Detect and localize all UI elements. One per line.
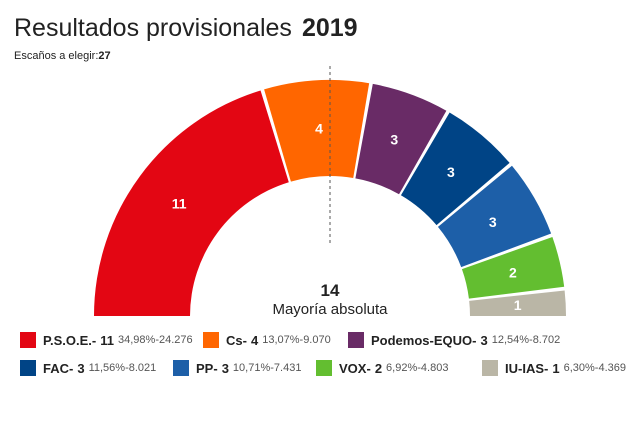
legend-separator: - xyxy=(242,332,247,348)
legend-percent: 34,98% xyxy=(118,334,156,346)
legend-item: FAC - 3 11,56% - 8.021 xyxy=(20,358,156,378)
legend-percent: 6,92% xyxy=(386,362,418,374)
segment-seats-label: 4 xyxy=(315,120,323,136)
segment-seats-label: 3 xyxy=(489,214,497,230)
legend-votes: 4.369 xyxy=(598,362,626,374)
legend-votes-separator: - xyxy=(270,362,274,374)
legend-swatch xyxy=(203,332,219,348)
hemicycle-segments xyxy=(94,80,566,317)
legend-percent: 6,30% xyxy=(563,362,595,374)
legend-item: Cs - 4 13,07% - 9.070 xyxy=(203,330,331,350)
legend-separator: - xyxy=(472,332,477,348)
segment-seats-label: 11 xyxy=(172,196,187,212)
legend-votes-separator: - xyxy=(125,362,129,374)
legend-votes: 8.702 xyxy=(532,334,561,346)
legend-votes-separator: - xyxy=(155,334,159,346)
legend-seats: 11 xyxy=(100,332,114,348)
segment-cs xyxy=(264,80,370,182)
legend-votes: 7.431 xyxy=(273,362,302,374)
legend-seats: 1 xyxy=(552,360,560,376)
legend-item: IU-IAS - 1 6,30% - 4.369 xyxy=(482,358,626,378)
legend-swatch xyxy=(20,360,36,376)
legend-party-name: P.S.O.E. xyxy=(43,332,92,348)
legend-votes-separator: - xyxy=(299,334,304,346)
legend-seats: 3 xyxy=(77,360,85,376)
segment-fac xyxy=(400,112,510,226)
legend-party-name: IU-IAS xyxy=(505,360,544,376)
legend-votes-separator: - xyxy=(529,334,533,346)
segment-iu-ias xyxy=(469,290,566,316)
legend: P.S.O.E. - 11 34,98% - 24.276 Cs - 4 13,07% - 9… xyxy=(20,330,635,386)
seats-total: 27 xyxy=(98,50,111,62)
legend-item: PP - 3 10,71% - 7.431 xyxy=(173,358,301,378)
legend-swatch xyxy=(316,360,332,376)
legend-seats: 3 xyxy=(221,360,229,376)
legend-seats: 3 xyxy=(480,332,488,348)
legend-party-name: FAC xyxy=(43,360,69,376)
legend-party-name: VOX xyxy=(339,360,367,376)
legend-swatch xyxy=(173,360,189,376)
legend-party-name: PP xyxy=(196,360,214,376)
segment-seats-label: 3 xyxy=(447,164,455,180)
legend-item: P.S.O.E. - 11 34,98% - 24.276 xyxy=(20,330,193,350)
segment-p-s-o-e xyxy=(94,90,289,317)
segment-seats-label: 3 xyxy=(390,131,398,147)
legend-votes: 24.276 xyxy=(158,334,193,346)
majority-label: Mayoría absoluta xyxy=(272,301,388,318)
legend-votes-separator: - xyxy=(417,362,421,374)
segment-labels: 11 4 3 3 3 2 1 xyxy=(172,120,522,313)
legend-separator: - xyxy=(69,360,74,376)
segment-podemos-equo xyxy=(355,83,447,195)
legend-votes: 8.021 xyxy=(128,362,157,374)
legend-row: FAC - 3 11,56% - 8.021 PP - 3 10,71% - 7.431 VOX… xyxy=(20,358,635,386)
majority-value: 14 xyxy=(320,281,340,300)
legend-percent: 10,71% xyxy=(232,362,271,374)
legend-separator: - xyxy=(213,360,218,376)
legend-item: VOX - 2 6,92% - 4.803 xyxy=(316,358,448,378)
legend-item: Podemos-EQUO - 3 12,54% - 8.702 xyxy=(348,330,560,350)
legend-percent: 11,56% xyxy=(88,362,126,374)
legend-seats: 2 xyxy=(374,360,383,376)
legend-votes: 4.803 xyxy=(420,362,449,374)
segment-vox xyxy=(461,237,565,299)
legend-separator: - xyxy=(544,360,549,376)
segment-seats-label: 1 xyxy=(514,297,522,313)
legend-swatch xyxy=(20,332,36,348)
legend-percent: 12,54% xyxy=(491,334,530,346)
seats-to-elect: Escaños a elegir:27 xyxy=(14,50,111,62)
hemicycle-chart: 11 4 3 3 3 2 1 xyxy=(94,66,566,317)
title-year: 2019 xyxy=(301,14,358,42)
legend-votes-separator: - xyxy=(594,362,599,374)
seats-label: Escaños a elegir: xyxy=(14,50,99,62)
legend-percent: 13,07% xyxy=(262,334,300,346)
legend-party-name: Cs xyxy=(226,332,243,348)
legend-swatch xyxy=(482,360,498,376)
legend-separator: - xyxy=(366,360,371,376)
legend-seats: 4 xyxy=(250,332,259,348)
legend-votes: 9.070 xyxy=(303,334,331,346)
title-text: Resultados provisionales xyxy=(14,14,292,42)
segment-seats-label: 2 xyxy=(509,265,517,281)
legend-party-name: Podemos-EQUO xyxy=(371,332,473,348)
legend-separator: - xyxy=(91,332,97,348)
chart-title: Resultados provisionales 2019 xyxy=(14,14,358,43)
legend-row: P.S.O.E. - 11 34,98% - 24.276 Cs - 4 13,07% - 9… xyxy=(20,330,635,358)
legend-swatch xyxy=(348,332,364,348)
segment-pp xyxy=(437,165,552,268)
